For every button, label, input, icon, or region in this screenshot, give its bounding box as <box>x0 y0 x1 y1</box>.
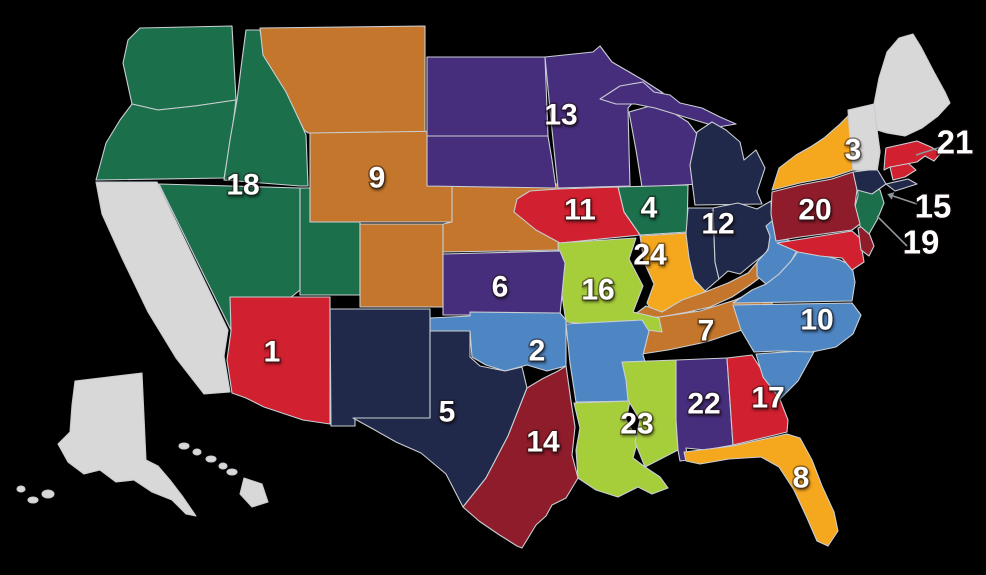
number-label-12: 12 <box>701 208 734 241</box>
number-label-1: 1 <box>264 336 281 369</box>
hawaii-island <box>218 462 228 470</box>
callout-number-21: 21 <box>937 124 974 161</box>
state-alaska-aleutian-island <box>41 489 55 499</box>
state-california <box>95 181 231 395</box>
state-alaska-aleutian-island <box>16 485 26 493</box>
state-louisiana <box>573 400 669 498</box>
state-washington <box>122 25 237 111</box>
state-maryland <box>776 230 865 271</box>
callout-number-15: 15 <box>915 188 952 225</box>
state-missouri <box>557 237 663 333</box>
number-label-11: 11 <box>564 194 596 227</box>
number-label-5: 5 <box>439 396 456 429</box>
state-hawaii <box>178 442 269 508</box>
callout-number-19: 19 <box>903 224 940 261</box>
number-label-2: 2 <box>529 335 546 368</box>
state-michigan-upper <box>599 81 737 128</box>
number-label-9: 9 <box>369 162 386 195</box>
number-label-6: 6 <box>492 271 509 304</box>
number-label-18: 18 <box>226 169 259 202</box>
number-label-16: 16 <box>581 274 614 307</box>
hawaii-island <box>226 468 238 476</box>
state-montana <box>259 25 426 134</box>
state-long-island <box>885 178 918 192</box>
number-label-10: 10 <box>800 304 833 337</box>
hawaii-island <box>239 477 269 508</box>
number-label-20: 20 <box>798 194 831 227</box>
state-north-dakota <box>426 56 549 137</box>
number-label-8: 8 <box>793 462 810 495</box>
state-alaska <box>57 372 197 517</box>
state-florida <box>683 433 839 547</box>
callout-line-15 <box>892 195 918 205</box>
hawaii-island <box>192 448 202 456</box>
state-arizona <box>226 296 331 425</box>
state-maine <box>873 33 951 137</box>
state-pennsylvania <box>770 171 861 242</box>
number-label-22: 22 <box>687 388 720 421</box>
state-alaska-aleutian-island <box>27 496 39 504</box>
callout-line-21 <box>915 146 942 156</box>
state-michigan <box>689 121 766 206</box>
state-massachusetts <box>883 140 942 171</box>
hawaii-island <box>205 455 217 463</box>
states-layer <box>16 25 951 549</box>
number-label-4: 4 <box>641 192 658 225</box>
number-label-7: 7 <box>698 315 715 348</box>
state-colorado <box>359 223 444 308</box>
callout-arrowhead-15 <box>887 192 895 200</box>
state-georgia <box>726 354 789 446</box>
state-iowa <box>513 186 641 244</box>
number-label-13: 13 <box>544 99 577 132</box>
number-label-24: 24 <box>633 239 667 272</box>
state-kansas <box>442 250 566 316</box>
state-texas-east <box>462 365 579 549</box>
number-label-17: 17 <box>751 382 784 415</box>
callout-line-19 <box>876 215 908 247</box>
state-ohio <box>712 200 774 280</box>
state-new-mexico <box>329 308 431 427</box>
number-label-23: 23 <box>620 408 653 441</box>
number-label-14: 14 <box>526 426 560 459</box>
number-label-3: 3 <box>845 134 862 167</box>
state-south-dakota <box>426 135 557 189</box>
callout-lines-layer <box>876 146 942 247</box>
hawaii-island <box>178 442 190 450</box>
state-north-carolina <box>732 302 862 353</box>
